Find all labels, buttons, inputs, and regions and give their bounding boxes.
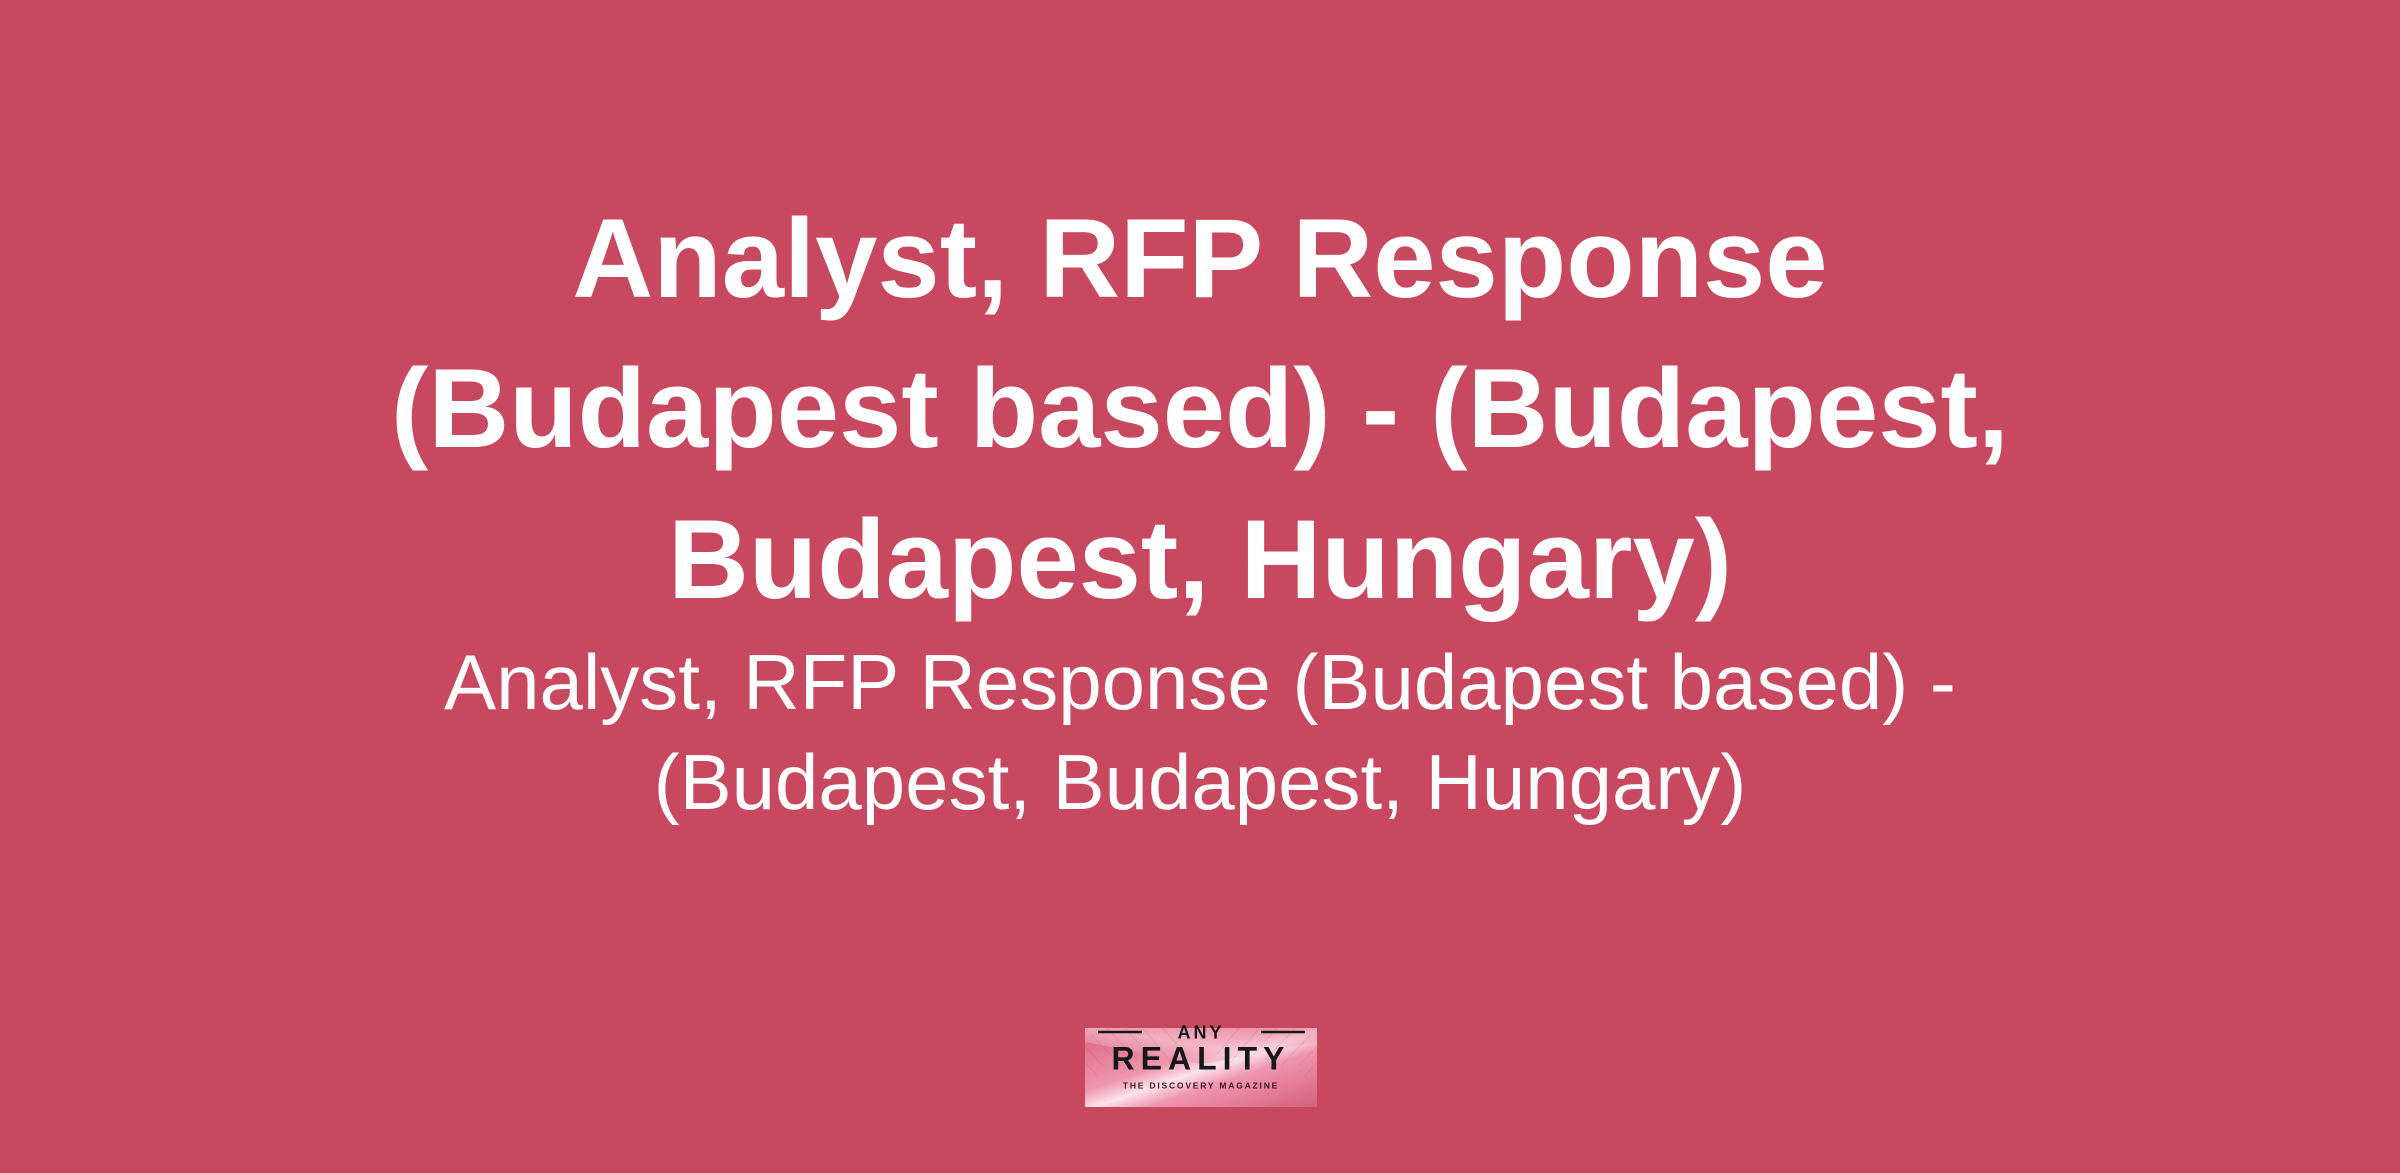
svg-text:ANY: ANY: [1177, 1023, 1224, 1043]
svg-text:THE DISCOVERY MAGAZINE: THE DISCOVERY MAGAZINE: [1123, 1081, 1279, 1091]
svg-text:REALITY: REALITY: [1112, 1041, 1291, 1077]
